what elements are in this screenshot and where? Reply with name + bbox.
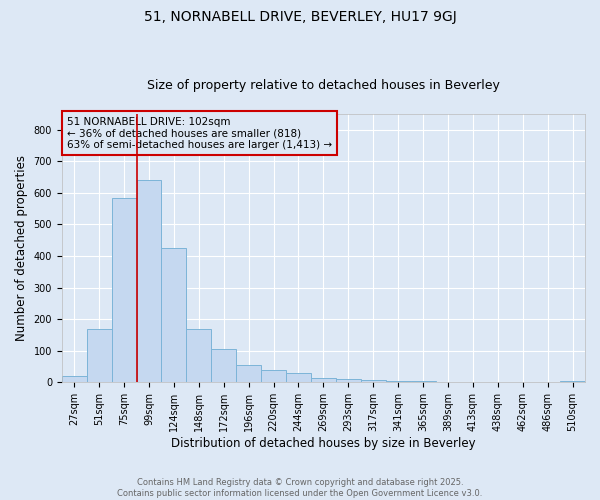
- Bar: [236, 365, 261, 382]
- Bar: [261, 370, 286, 382]
- Text: 51 NORNABELL DRIVE: 102sqm
← 36% of detached houses are smaller (818)
63% of sem: 51 NORNABELL DRIVE: 102sqm ← 36% of deta…: [67, 116, 332, 150]
- Bar: [161, 248, 187, 382]
- Bar: [112, 198, 137, 382]
- Bar: [311, 378, 336, 382]
- Bar: [62, 376, 86, 382]
- Bar: [137, 180, 161, 382]
- Bar: [361, 380, 386, 382]
- Bar: [187, 328, 211, 382]
- Bar: [86, 328, 112, 382]
- Bar: [211, 349, 236, 382]
- Bar: [336, 379, 361, 382]
- Bar: [386, 381, 410, 382]
- X-axis label: Distribution of detached houses by size in Beverley: Distribution of detached houses by size …: [171, 437, 476, 450]
- Text: Contains HM Land Registry data © Crown copyright and database right 2025.
Contai: Contains HM Land Registry data © Crown c…: [118, 478, 482, 498]
- Title: Size of property relative to detached houses in Beverley: Size of property relative to detached ho…: [147, 79, 500, 92]
- Text: 51, NORNABELL DRIVE, BEVERLEY, HU17 9GJ: 51, NORNABELL DRIVE, BEVERLEY, HU17 9GJ: [143, 10, 457, 24]
- Bar: [560, 381, 585, 382]
- Bar: [410, 381, 436, 382]
- Bar: [286, 373, 311, 382]
- Y-axis label: Number of detached properties: Number of detached properties: [15, 155, 28, 341]
